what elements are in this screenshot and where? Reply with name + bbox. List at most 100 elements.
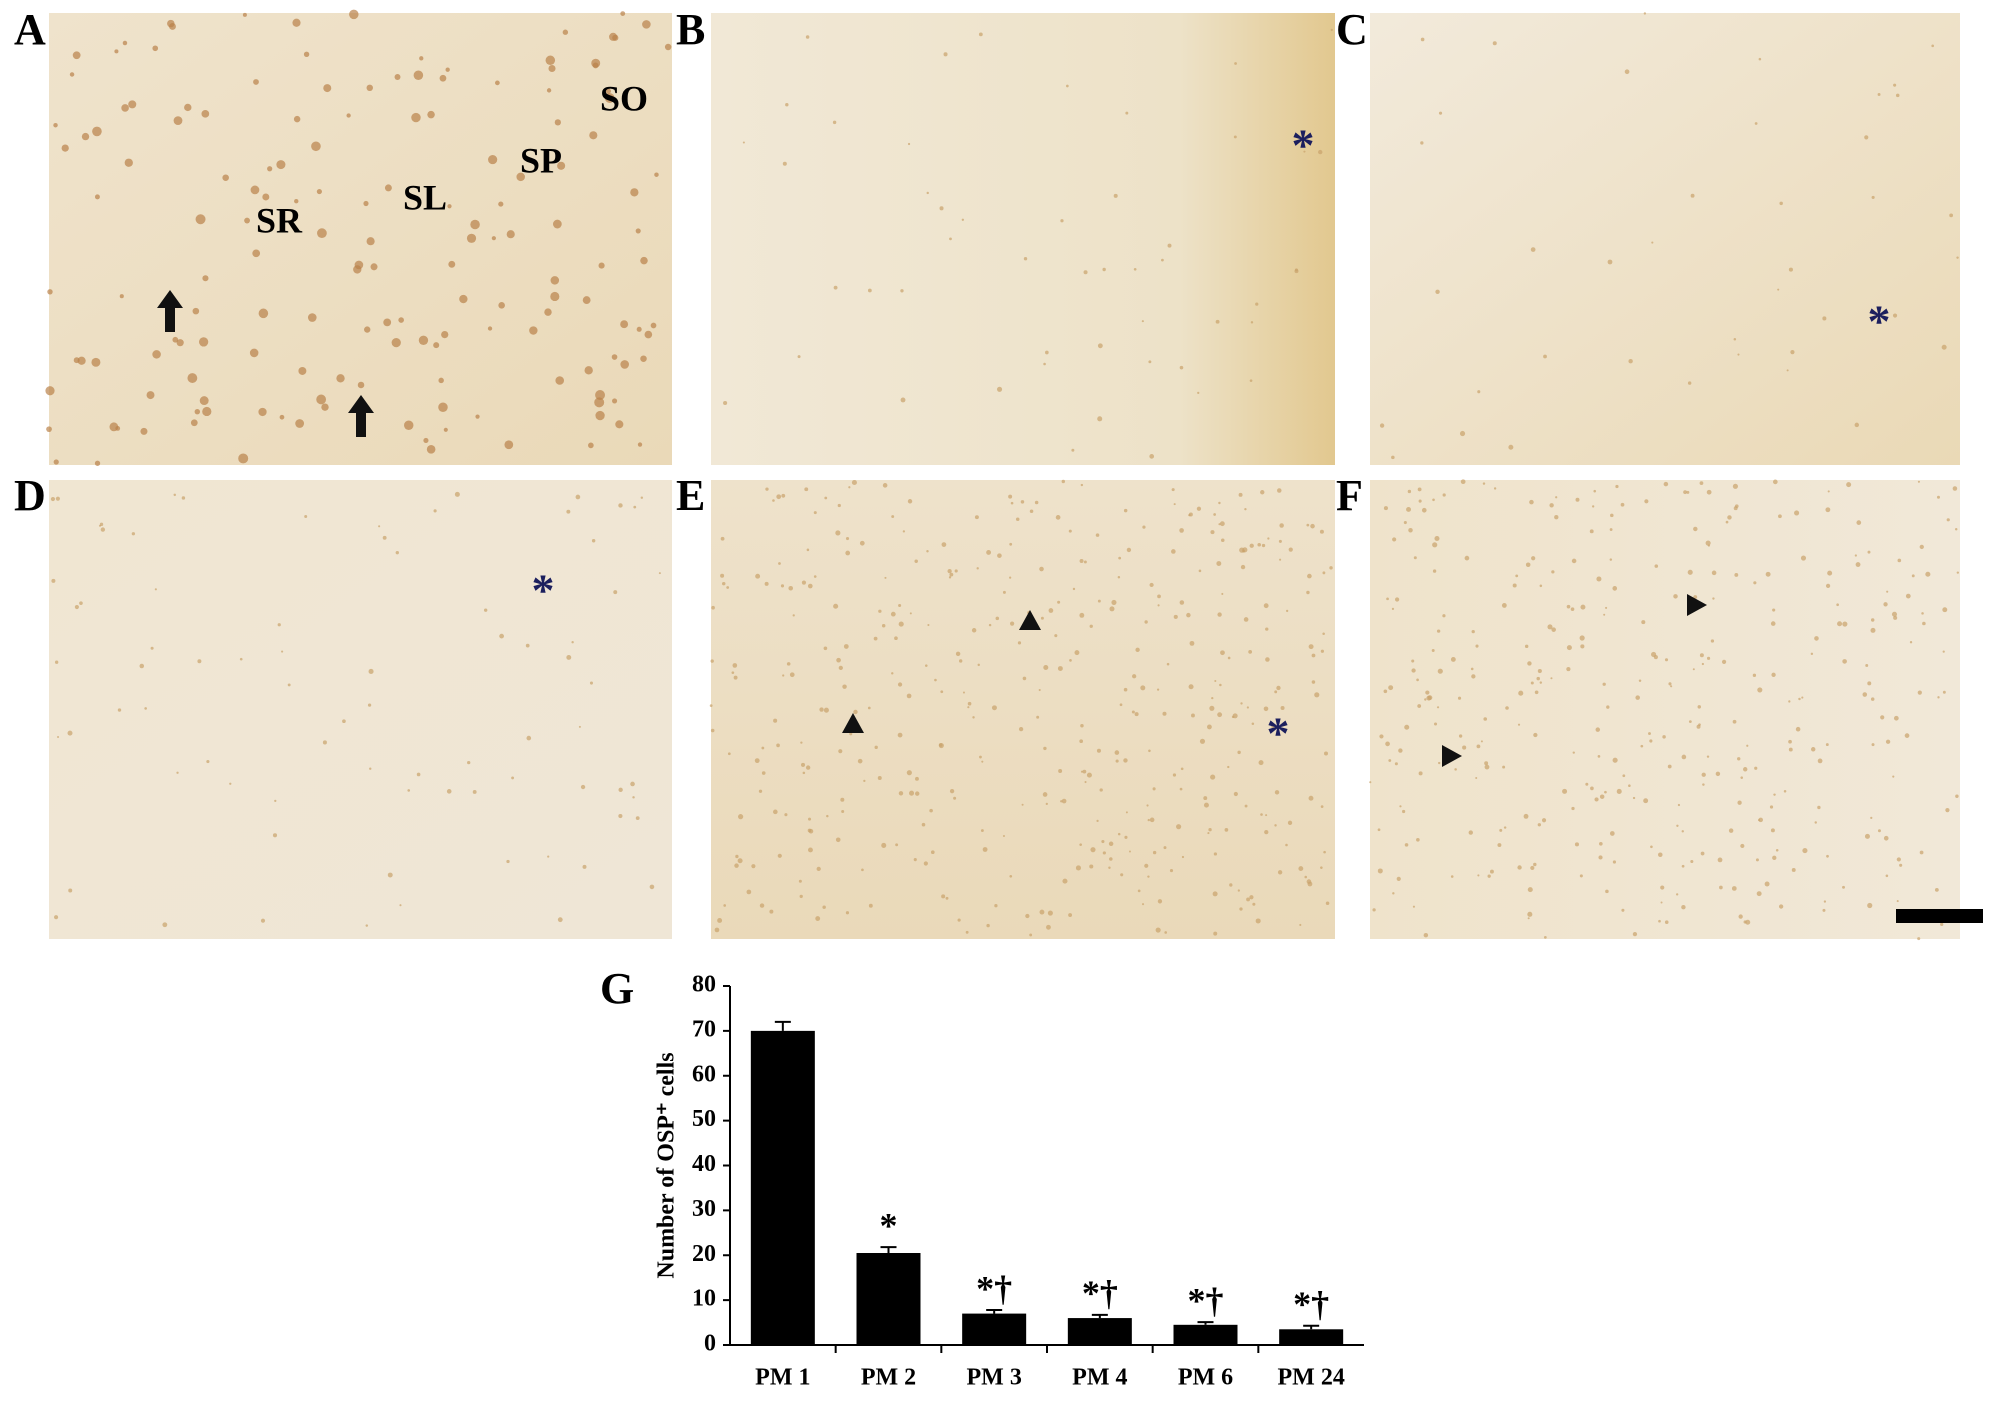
stain-dot (808, 828, 814, 834)
stain-dot (710, 728, 715, 733)
stain-dot (1213, 931, 1218, 936)
stain-dot (1765, 571, 1771, 577)
stain-dot (562, 29, 569, 35)
x-tick-label: PM 4 (1072, 1365, 1127, 1391)
y-tick-label: 20 (692, 1241, 716, 1267)
panel-label: F (1336, 471, 1363, 520)
stain-dot (1372, 908, 1376, 912)
stain-dot (595, 410, 605, 421)
stain-dot (1484, 761, 1489, 766)
stain-dot (1117, 576, 1121, 579)
stain-dot (1754, 122, 1758, 125)
stain-dot (1825, 507, 1831, 513)
stain-dot (488, 155, 498, 165)
stain-dot (1468, 830, 1473, 835)
stain-dot (1941, 344, 1947, 350)
stain-dot (1392, 892, 1395, 895)
stain-dot (759, 903, 765, 908)
stain-dot (1942, 690, 1946, 694)
stain-dot (1502, 765, 1506, 769)
stain-dot (636, 326, 642, 332)
arrow (157, 290, 183, 332)
stain-dot (620, 11, 626, 16)
stain-dot (1702, 783, 1705, 786)
stain-dot (1788, 700, 1791, 703)
stain-dot (842, 684, 847, 689)
stain-dot (1261, 543, 1266, 548)
stain-dot (1164, 931, 1167, 934)
stain-dot (807, 583, 813, 589)
stain-dot (927, 623, 930, 627)
stain-dot (557, 917, 563, 923)
stain-dot (1084, 780, 1087, 784)
stain-dot (1255, 302, 1259, 306)
stain-dot (303, 51, 310, 57)
stain-dot (1905, 593, 1911, 599)
stain-dot (1277, 870, 1283, 875)
stain-dot (1221, 538, 1225, 543)
stain-dot (1822, 908, 1826, 912)
stain-dot (1061, 479, 1065, 484)
stain-dot (1706, 755, 1710, 758)
stain-dot (53, 459, 59, 465)
stain-dot (99, 522, 104, 527)
stain-dot (1043, 362, 1046, 366)
stain-dot (1893, 83, 1897, 87)
stain-dot (1543, 354, 1547, 359)
stain-dot (1438, 111, 1443, 115)
stain-dot (1097, 599, 1101, 603)
stain-dot (1047, 910, 1053, 916)
stain-dot (1166, 662, 1170, 666)
stain-dot (1265, 627, 1269, 631)
stain-dot (1089, 864, 1094, 869)
stain-dot (1864, 833, 1870, 839)
stain-dot (1279, 523, 1284, 528)
stain-dot (734, 863, 739, 868)
stain-dot (1108, 841, 1114, 847)
stain-dot (1497, 843, 1502, 848)
stain-dot (1319, 529, 1324, 534)
stain-dot (1040, 616, 1044, 620)
stain-dot (642, 20, 651, 29)
stain-dot (1779, 201, 1783, 206)
stain-dot (1279, 558, 1282, 561)
stain-dot (1893, 615, 1898, 620)
stain-dot (1424, 698, 1427, 701)
stain-dot (1450, 875, 1454, 878)
stain-dot (1530, 247, 1536, 252)
stain-dot (1856, 520, 1862, 525)
stain-dot (1867, 902, 1873, 909)
stain-dot (1648, 732, 1651, 736)
stain-dot (635, 816, 640, 821)
stain-dot (1454, 768, 1457, 771)
stain-dot (1018, 726, 1024, 732)
stain-dot (1133, 267, 1137, 271)
stain-dot (1042, 792, 1048, 797)
stain-dot (1320, 866, 1323, 869)
stain-dot (1775, 848, 1779, 852)
y-tick-label: 40 (692, 1151, 716, 1177)
stain-dot (1398, 748, 1403, 753)
stain-dot (1603, 613, 1606, 616)
stain-dot (1068, 913, 1073, 917)
stain-dot (654, 172, 659, 177)
stain-dot (1541, 818, 1547, 823)
stain-dot (1599, 841, 1603, 846)
stain-dot (441, 330, 449, 339)
stain-dot (1711, 570, 1717, 576)
stain-dot (582, 864, 587, 869)
stain-dot (1141, 320, 1144, 323)
stain-dot (1477, 390, 1481, 394)
stain-dot (557, 161, 566, 170)
micrograph (711, 480, 1335, 939)
stain-dot (1191, 713, 1195, 718)
stain-dot (1499, 828, 1503, 832)
stain-dot (1294, 269, 1299, 274)
stain-dot (1234, 62, 1237, 65)
stain-dot (1123, 687, 1128, 692)
arrowhead (1687, 594, 1707, 616)
stain-dot (1490, 869, 1494, 874)
stain-dot (1203, 796, 1208, 801)
stain-dot (788, 585, 794, 591)
stain-dot (1508, 444, 1514, 450)
